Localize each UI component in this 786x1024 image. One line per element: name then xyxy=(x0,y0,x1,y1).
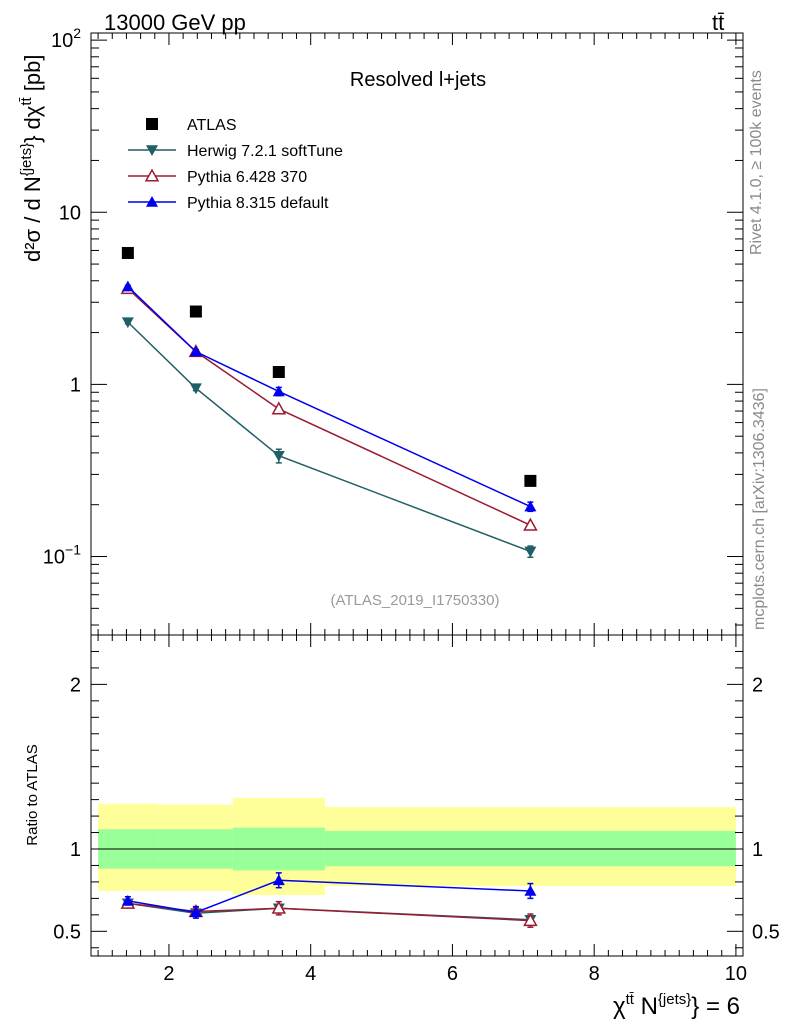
pythia-8-315-default-point xyxy=(524,884,537,896)
legend: ATLAS Herwig 7.2.1 softTune Pythia 6.428 3… xyxy=(128,117,343,212)
ratio-y-tick-label: 2 xyxy=(70,674,81,696)
pythia-6-428-370-point xyxy=(271,401,287,415)
herwig-7-2-1-softtune-point xyxy=(121,317,134,329)
atlas-point xyxy=(524,474,537,487)
pythia-8-315-default-point xyxy=(121,280,134,292)
ylabel-sup2: tt̄ xyxy=(18,96,35,105)
ratio-frame xyxy=(90,634,744,957)
herwig-7-2-1-softtune-point xyxy=(189,383,202,395)
ratio-uncertainty-bands xyxy=(98,797,736,896)
ratio-panel: 2 4 6 8 100.5 0.51 12 2 xyxy=(53,634,780,985)
plot-title: Resolved l+jets xyxy=(350,69,486,91)
pythia-6-428-370-point xyxy=(523,517,538,531)
main-y-axis-label: d²σ / d N{jets}} dχtt̄ [pb] xyxy=(18,55,45,263)
ratio-y-tick-label-right: 2 xyxy=(752,674,763,696)
ratio-y-tick-label-right: 0.5 xyxy=(752,921,780,943)
mcplots-label: mcplots.cern.ch [arXiv:1306.3436] xyxy=(751,388,768,630)
legend-marker-herwig-7-2-1-softtune xyxy=(146,145,158,156)
herwig-7-2-1-softtune-line xyxy=(127,321,531,553)
analysis-reference: (ATLAS_2019_I1750330) xyxy=(330,592,499,609)
xlabel-rest: N xyxy=(634,993,658,1020)
ratio-y-axis-label: Ratio to ATLAS xyxy=(24,744,41,845)
pythia-6-428-370-line xyxy=(127,288,531,526)
ratio-y-tick-label: 0.5 xyxy=(53,921,81,943)
atlas-point xyxy=(272,366,285,379)
legend-marker-pythia-6-428-370 xyxy=(144,168,160,182)
ratio-series-layer xyxy=(120,872,538,928)
pythia-6-428-370-point xyxy=(523,913,538,927)
x-tick-label: 8 xyxy=(589,963,600,985)
atlas-point xyxy=(189,305,202,318)
ratio-y-tick-label: 1 xyxy=(70,839,81,861)
x-tick-label: 2 xyxy=(163,963,174,985)
pythia-8-315-default-point xyxy=(272,385,285,397)
y-tick-label: 1 xyxy=(70,374,81,396)
y-tick-label: 10−1 xyxy=(43,542,81,569)
y-tick-label: 10 xyxy=(59,202,81,224)
xlabel-sup2: {jets} xyxy=(658,991,691,1008)
ratio-y-tick-label-right: 1 xyxy=(752,839,763,861)
energy-label: 13000 GeV pp xyxy=(104,10,246,35)
ylabel-sup: {jets} xyxy=(18,143,35,176)
rivet-version-label: Rivet 4.1.0, ≥ 100k events xyxy=(748,70,765,255)
xlabel-main: χ xyxy=(613,993,626,1020)
legend-label-herwig-7-2-1-softtune: Herwig 7.2.1 softTune xyxy=(187,143,343,160)
pythia-8-315-default-point xyxy=(272,874,285,886)
process-label: tt̄ xyxy=(712,10,724,35)
pythia-6-428-370-line xyxy=(127,902,531,922)
legend-marker-pythia-8-315-default xyxy=(146,196,158,207)
ylabel-main: d²σ / d N xyxy=(20,176,45,262)
main-series-layer xyxy=(120,246,538,559)
x-tick-label: 10 xyxy=(725,963,747,985)
pythia-8-315-default-point xyxy=(189,906,202,918)
x-tick-label: 6 xyxy=(447,963,458,985)
legend-label-atlas: ATLAS xyxy=(187,117,237,134)
herwig-7-2-1-softtune-point xyxy=(272,450,285,462)
xlabel-sup: tt̄ xyxy=(626,991,635,1008)
pythia-6-428-370-point xyxy=(271,900,287,914)
pythia-8-315-default-point xyxy=(121,894,134,906)
pythia-8-315-default-point xyxy=(524,500,537,512)
x-tick-label: 4 xyxy=(305,963,316,985)
legend-label-pythia-6-428-370: Pythia 6.428 370 xyxy=(187,169,307,186)
herwig-7-2-1-softtune-point xyxy=(524,546,537,558)
legend-marker-atlas xyxy=(146,118,158,130)
pythia-8-315-default-point xyxy=(189,345,202,357)
atlas-point xyxy=(121,246,134,259)
y-tick-label: 102 xyxy=(51,25,81,52)
ylabel-rest: } dχ xyxy=(20,105,45,143)
xlabel-end: } = 6 xyxy=(691,993,740,1020)
legend-label-pythia-8-315-default: Pythia 8.315 default xyxy=(187,195,329,212)
ylabel-unit: [pb] xyxy=(20,55,45,98)
pythia-8-315-default-line xyxy=(127,879,531,914)
pythia-8-315-default-line xyxy=(127,286,531,508)
x-axis-label: χtt̄ N{jets}} = 6 xyxy=(613,991,740,1020)
